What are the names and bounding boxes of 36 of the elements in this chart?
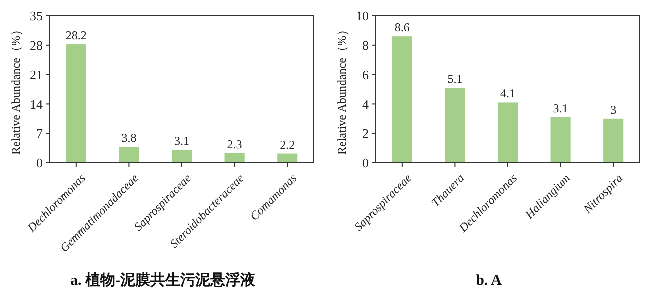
data-label: 4.1 xyxy=(500,86,516,101)
bar xyxy=(224,153,245,163)
y-tick-label: 0 xyxy=(362,156,369,171)
y-tick-label: 4 xyxy=(362,96,370,112)
bar xyxy=(66,44,86,163)
bar xyxy=(445,88,466,163)
data-label: 3.1 xyxy=(553,101,568,116)
data-label: 8.6 xyxy=(394,20,410,35)
bar xyxy=(392,36,412,163)
data-label: 28.2 xyxy=(66,28,87,43)
bar xyxy=(172,150,192,163)
bar xyxy=(498,102,518,163)
y-tick-label: 0 xyxy=(36,156,43,171)
bar xyxy=(550,117,571,163)
y-axis-title: Relative Abundance（%） xyxy=(9,24,23,155)
bar xyxy=(604,118,624,163)
data-label: 2.3 xyxy=(227,137,242,152)
data-label: 5.1 xyxy=(448,72,463,86)
y-tick-label: 7 xyxy=(36,126,44,142)
text: b. A xyxy=(476,273,502,289)
data-label: 2.2 xyxy=(280,138,296,152)
y-tick-label: 6 xyxy=(362,67,370,82)
y-axis-title: Relative Abundance（%） xyxy=(335,24,349,155)
y-tick-label: 8 xyxy=(362,38,369,53)
data-label: 3.8 xyxy=(122,131,137,146)
data-label: 3.1 xyxy=(174,134,190,148)
y-tick-label: 28 xyxy=(30,38,43,53)
bar xyxy=(119,147,140,163)
data-label: 3 xyxy=(610,102,617,117)
y-tick-label: 21 xyxy=(30,67,43,82)
y-tick-label: 2 xyxy=(362,126,369,142)
y-tick-label: 35 xyxy=(30,8,43,24)
y-tick-label: 14 xyxy=(30,96,44,112)
bar xyxy=(278,154,298,163)
y-tick-label: 10 xyxy=(356,8,369,24)
text: a. 植物-泥膜共生污泥悬浮液 xyxy=(70,271,256,289)
